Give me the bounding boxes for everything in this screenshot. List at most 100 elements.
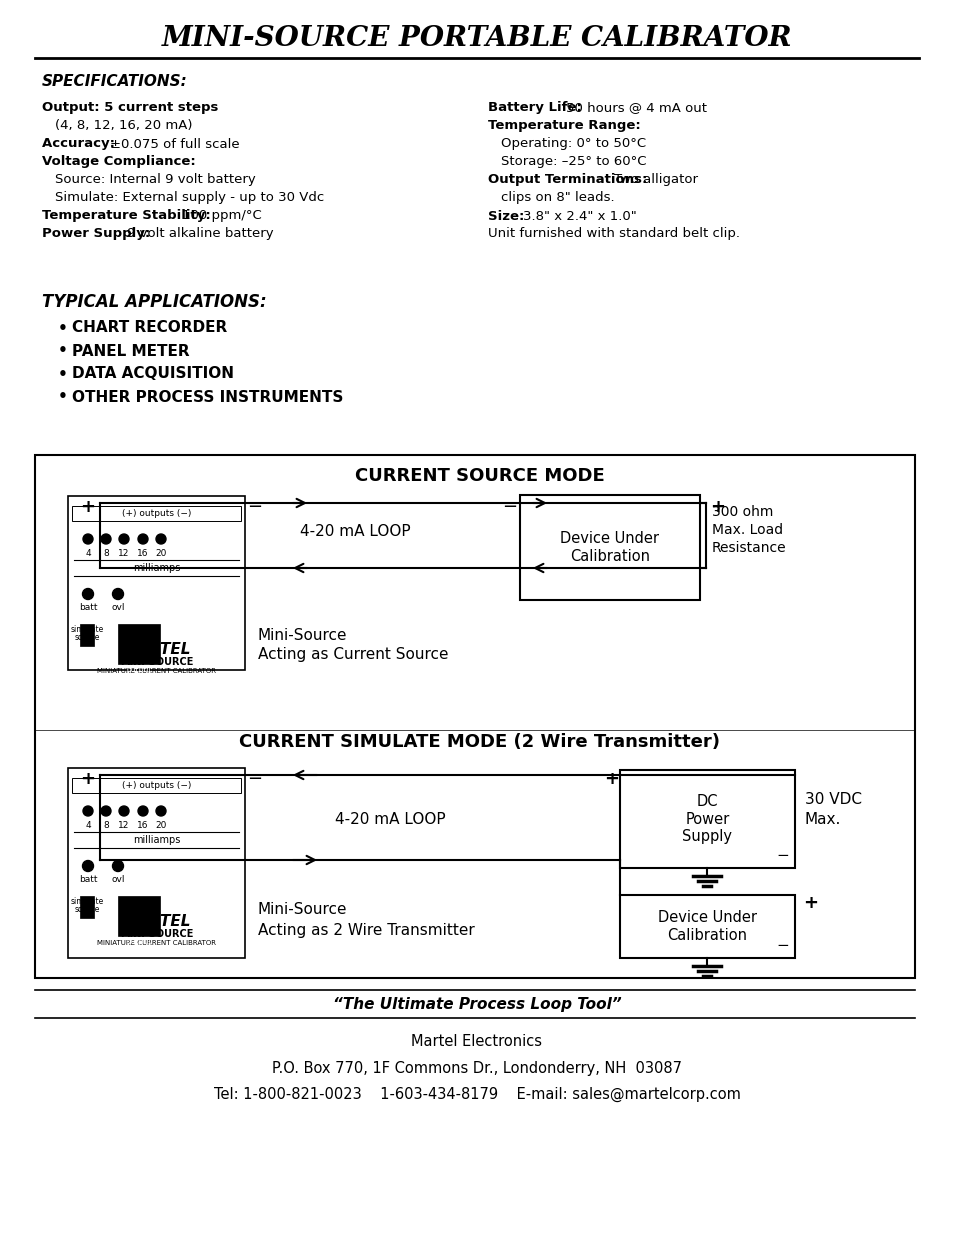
Text: Simulate: External supply - up to 30 Vdc: Simulate: External supply - up to 30 Vdc — [55, 191, 324, 205]
Text: MINI-SOURCE PORTABLE CALIBRATOR: MINI-SOURCE PORTABLE CALIBRATOR — [161, 25, 792, 52]
Text: Device Under
Calibration: Device Under Calibration — [560, 531, 659, 563]
Text: Martel Electronics: Martel Electronics — [411, 1035, 542, 1050]
Text: 12: 12 — [118, 820, 130, 830]
Bar — [619, 769, 794, 868]
Bar — [619, 895, 794, 958]
Text: TYPICAL APPLICATIONS:: TYPICAL APPLICATIONS: — [42, 293, 266, 311]
Text: clips on 8" leads.: clips on 8" leads. — [500, 191, 614, 205]
Text: 12: 12 — [118, 548, 130, 557]
Text: •: • — [58, 321, 68, 336]
Text: Temperature Range:: Temperature Range: — [488, 120, 640, 132]
Text: “The Ultimate Process Loop Tool”: “The Ultimate Process Loop Tool” — [333, 997, 620, 1011]
Circle shape — [138, 806, 148, 816]
Text: output: output — [126, 937, 152, 946]
Circle shape — [82, 589, 93, 599]
Text: −: − — [247, 769, 262, 788]
Bar — [519, 495, 700, 600]
Text: 16: 16 — [137, 820, 149, 830]
Text: MINI-SOURCE: MINI-SOURCE — [120, 657, 193, 667]
Text: Voltage Compliance:: Voltage Compliance: — [42, 156, 195, 168]
Bar — [35, 454, 914, 978]
Text: simulate: simulate — [71, 625, 104, 635]
Text: SPECIFICATIONS:: SPECIFICATIONS: — [42, 74, 188, 89]
Bar — [80, 624, 94, 646]
Text: Temperature Stability:: Temperature Stability: — [42, 210, 215, 222]
Text: •: • — [58, 367, 68, 382]
Text: CURRENT SIMULATE MODE (2 Wire Transmitter): CURRENT SIMULATE MODE (2 Wire Transmitte… — [239, 734, 720, 751]
Text: MINI-SOURCE: MINI-SOURCE — [120, 929, 193, 939]
Circle shape — [119, 806, 129, 816]
Text: •: • — [58, 389, 68, 405]
Text: off: off — [82, 910, 92, 920]
Text: Max. Load: Max. Load — [711, 522, 782, 537]
Text: P.O. Box 770, 1F Commons Dr., Londonderry, NH  03087: P.O. Box 770, 1F Commons Dr., Londonderr… — [272, 1061, 681, 1076]
Text: 100 ppm/°C: 100 ppm/°C — [182, 210, 261, 222]
Circle shape — [101, 534, 111, 543]
Text: Mini-Source: Mini-Source — [257, 627, 347, 642]
Text: 4-20 mA LOOP: 4-20 mA LOOP — [335, 813, 445, 827]
Bar — [118, 897, 160, 936]
Text: •: • — [58, 343, 68, 358]
Text: Device Under
Calibration: Device Under Calibration — [658, 910, 757, 942]
Text: 300 ohm: 300 ohm — [711, 505, 773, 519]
Text: Source: Internal 9 volt battery: Source: Internal 9 volt battery — [55, 173, 255, 186]
Text: milliamps: milliamps — [132, 835, 180, 845]
Text: Operating: 0° to 50°C: Operating: 0° to 50°C — [500, 137, 645, 151]
Text: (+) outputs (−): (+) outputs (−) — [122, 781, 191, 790]
Text: batt: batt — [79, 874, 97, 883]
Text: 16: 16 — [137, 548, 149, 557]
Text: output: output — [126, 666, 152, 674]
Text: OTHER PROCESS INSTRUMENTS: OTHER PROCESS INSTRUMENTS — [71, 389, 343, 405]
Text: 4: 4 — [85, 820, 91, 830]
Text: ovl: ovl — [112, 874, 125, 883]
Text: +: + — [80, 769, 95, 788]
Text: Acting as 2 Wire Transmitter: Acting as 2 Wire Transmitter — [257, 923, 475, 937]
Text: 9 volt alkaline battery: 9 volt alkaline battery — [127, 227, 274, 241]
Text: 20: 20 — [155, 820, 167, 830]
Text: Unit furnished with standard belt clip.: Unit furnished with standard belt clip. — [488, 227, 740, 241]
Text: 8: 8 — [103, 548, 109, 557]
Text: DC
Power
Supply: DC Power Supply — [681, 794, 732, 844]
Text: 4: 4 — [85, 548, 91, 557]
Circle shape — [119, 534, 129, 543]
Text: −: − — [502, 498, 517, 516]
Circle shape — [83, 806, 92, 816]
Text: MINIATURE CURRENT CALIBRATOR: MINIATURE CURRENT CALIBRATOR — [97, 940, 215, 946]
Circle shape — [156, 534, 166, 543]
Text: select: select — [128, 945, 151, 953]
Circle shape — [112, 861, 123, 872]
Text: −: − — [776, 848, 788, 863]
Text: −: − — [247, 498, 262, 516]
Text: (4, 8, 12, 16, 20 mA): (4, 8, 12, 16, 20 mA) — [55, 120, 193, 132]
Text: Max.: Max. — [804, 813, 841, 827]
Text: 30 VDC: 30 VDC — [804, 793, 862, 808]
Text: Output Terminations:: Output Terminations: — [488, 173, 651, 186]
Circle shape — [156, 806, 166, 816]
Bar — [80, 897, 94, 918]
Text: DATA ACQUISITION: DATA ACQUISITION — [71, 367, 233, 382]
Text: Battery Life:: Battery Life: — [488, 101, 586, 115]
Text: source: source — [74, 632, 99, 641]
Circle shape — [83, 534, 92, 543]
Text: (+) outputs (−): (+) outputs (−) — [122, 509, 191, 517]
Circle shape — [138, 534, 148, 543]
Text: +: + — [80, 498, 95, 516]
Text: milliamps: milliamps — [132, 563, 180, 573]
Bar — [71, 506, 241, 521]
Circle shape — [112, 589, 123, 599]
Bar — [118, 624, 160, 664]
Text: CHART RECORDER: CHART RECORDER — [71, 321, 227, 336]
Text: PANEL METER: PANEL METER — [71, 343, 190, 358]
Text: +: + — [802, 894, 817, 911]
Text: 8: 8 — [103, 820, 109, 830]
Text: Output: 5 current steps: Output: 5 current steps — [42, 101, 218, 115]
Circle shape — [101, 806, 111, 816]
Text: select: select — [128, 673, 151, 682]
Text: Tel: 1-800-821-0023    1-603-434-8179    E-mail: sales@martelcorp.com: Tel: 1-800-821-0023 1-603-434-8179 E-mai… — [213, 1087, 740, 1102]
Text: +: + — [604, 769, 618, 788]
Text: batt: batt — [79, 603, 97, 611]
Text: 3.8" x 2.4" x 1.0": 3.8" x 2.4" x 1.0" — [522, 210, 636, 222]
Text: MARTEL: MARTEL — [122, 914, 191, 929]
Text: +: + — [710, 498, 724, 516]
Circle shape — [82, 861, 93, 872]
